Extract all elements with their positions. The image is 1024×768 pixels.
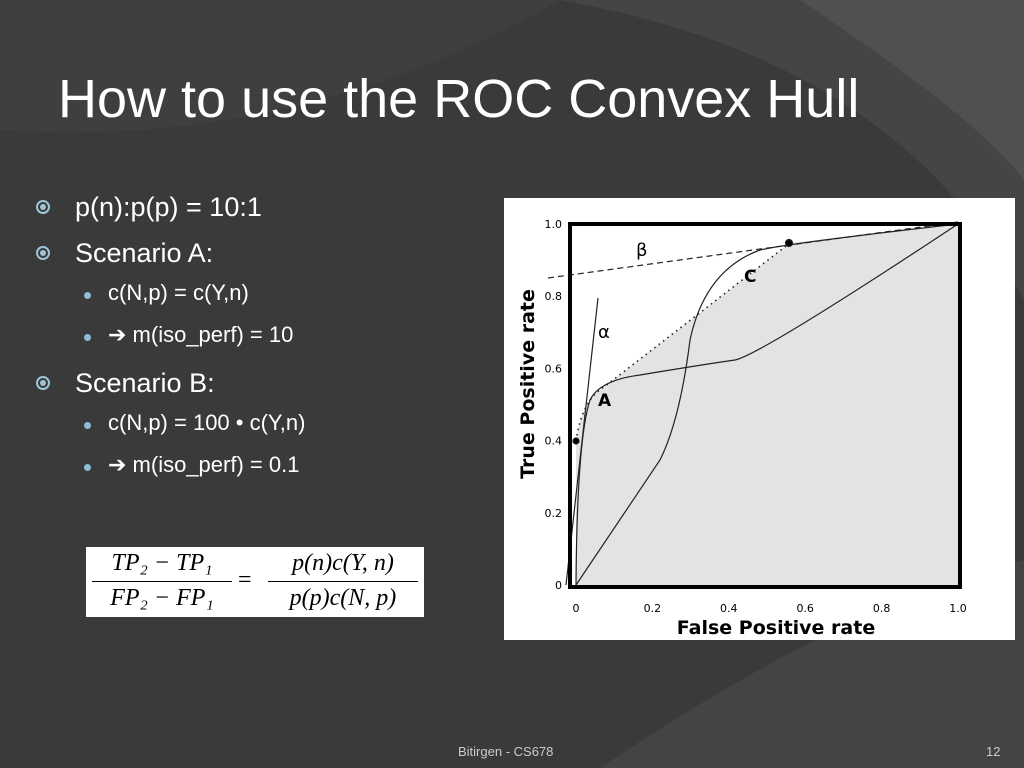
formula-part: = bbox=[238, 567, 252, 593]
y-tick-label: 0.6 bbox=[545, 362, 563, 375]
y-axis-label: True Positive rate bbox=[517, 289, 539, 479]
sub-bullet-text: ➔ m(iso_perf) = 0.1 bbox=[108, 452, 300, 477]
sub-bullet-text: ➔ m(iso_perf) = 10 bbox=[108, 322, 294, 347]
formula-part: p(n)c(Y, n) bbox=[292, 550, 394, 576]
sub-bullet-marker bbox=[84, 422, 91, 429]
page-number: 12 bbox=[986, 744, 1001, 759]
bullet-text: p(n):p(p) = 10:1 bbox=[75, 192, 262, 222]
curve-label: β bbox=[636, 240, 648, 261]
x-tick-label: 0.6 bbox=[796, 602, 814, 615]
y-tick-label: 0.4 bbox=[545, 435, 563, 448]
slide-title: How to use the ROC Convex Hull bbox=[58, 69, 860, 129]
formula-part: FP₂ − FP₁ bbox=[110, 585, 214, 611]
bullet-text: Scenario A: bbox=[75, 238, 214, 268]
roc-figure: 0 0.2 0.4 0.6 0.8 1.0 0 0.2 0.4 0.6 0.8 1.0 False Po… bbox=[504, 198, 1015, 640]
x-tick-label: 1.0 bbox=[949, 602, 967, 615]
bullet-text: Scenario B: bbox=[75, 368, 215, 398]
x-tick-label: 0.8 bbox=[873, 602, 891, 615]
sub-bullet-text: c(N,p) = 100 • c(Y,n) bbox=[108, 410, 306, 435]
x-tick-label: 0.4 bbox=[720, 602, 738, 615]
bullet-marker bbox=[36, 200, 50, 214]
x-tick-label: 0.2 bbox=[644, 602, 662, 615]
formula-part: p(p)c(N, p) bbox=[289, 585, 397, 611]
y-tick-label: 0.8 bbox=[545, 290, 563, 303]
curve-label: α bbox=[598, 322, 610, 343]
sub-bullet-marker bbox=[84, 292, 91, 299]
formula: TP₂ − TP₁ FP₂ − FP₁ = p(n)c(Y, n) p(p)c(… bbox=[86, 547, 424, 617]
bullet-marker bbox=[36, 376, 50, 390]
formula-part: TP₂ − TP₁ bbox=[111, 550, 213, 576]
sub-bullet-marker bbox=[84, 334, 91, 341]
x-tick-label: 0 bbox=[573, 602, 580, 615]
curve-label: C bbox=[744, 267, 756, 287]
x-axis-label: False Positive rate bbox=[677, 617, 875, 639]
bullet-marker bbox=[36, 246, 50, 260]
sub-bullet-text: c(N,p) = c(Y,n) bbox=[108, 280, 249, 305]
y-tick-label: 0 bbox=[555, 579, 562, 592]
curve-label: A bbox=[598, 391, 612, 411]
sub-bullet-marker bbox=[84, 464, 91, 471]
footer-author: Bitirgen - CS678 bbox=[458, 744, 554, 759]
y-tick-label: 0.2 bbox=[545, 507, 563, 520]
y-tick-label: 1.0 bbox=[545, 218, 563, 231]
